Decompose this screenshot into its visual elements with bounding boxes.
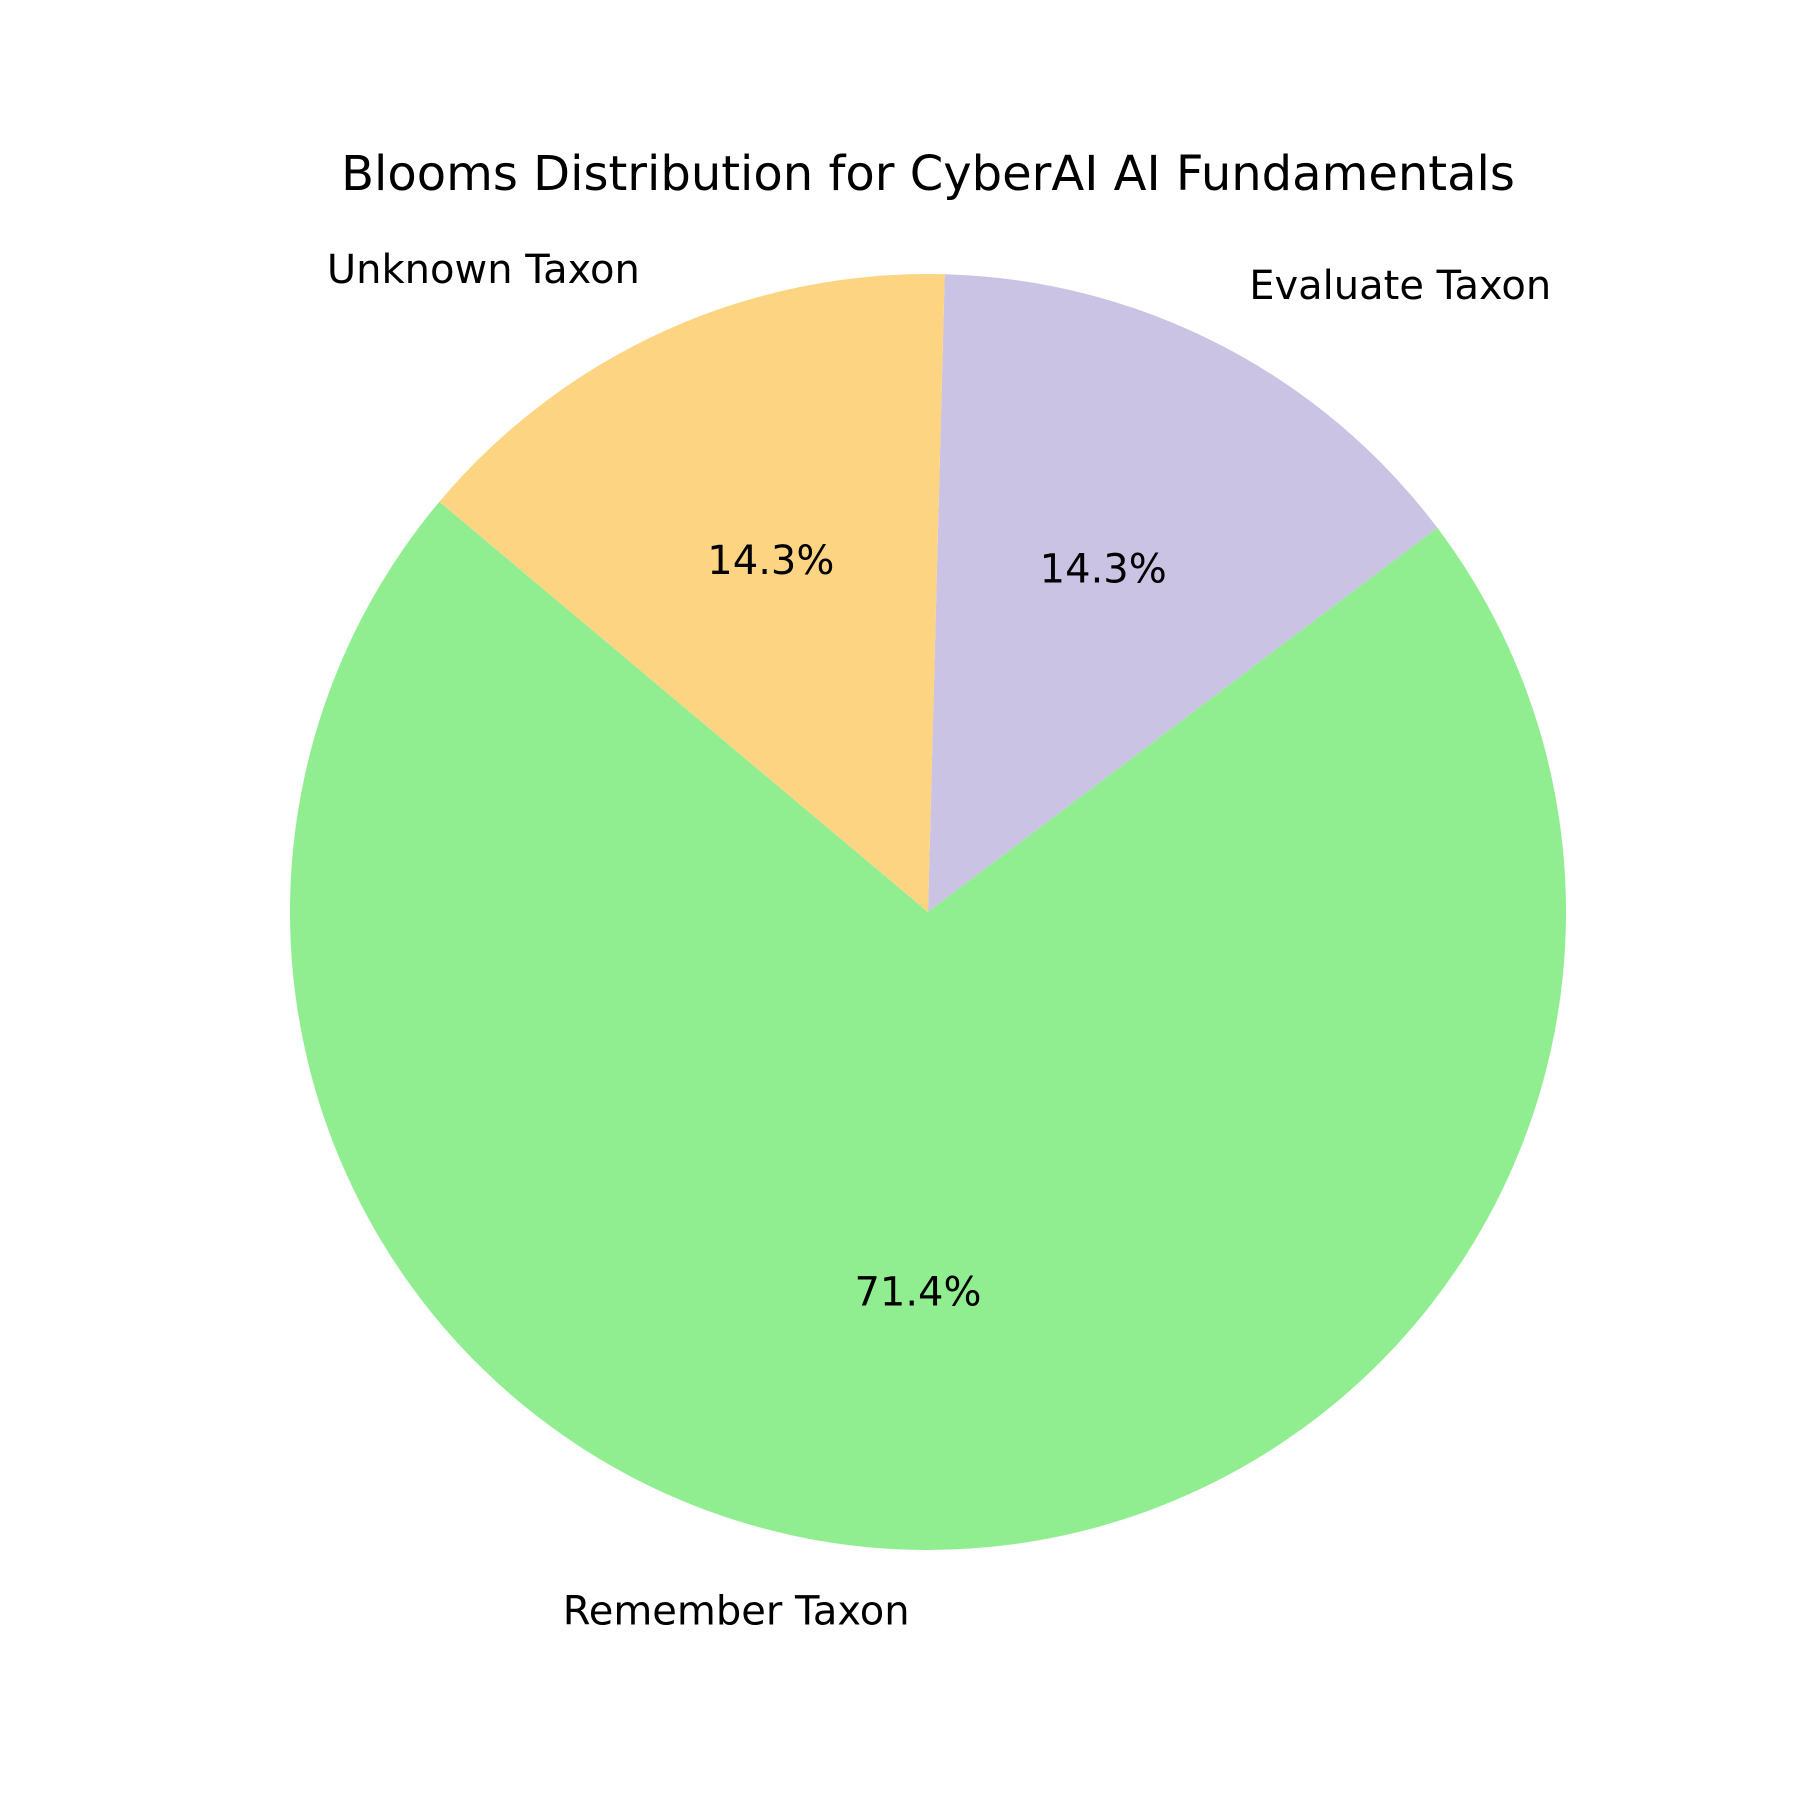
pie-slice-unknown-taxon: [439, 274, 945, 913]
pie-slices: [289, 274, 1566, 1551]
slice-percent-label: 71.4%: [854, 1270, 981, 1316]
slice-label: Evaluate Taxon: [1249, 263, 1551, 309]
chart-title: Blooms Distribution for CyberAI AI Funda…: [341, 146, 1515, 202]
pie-slice-evaluate-taxon: [928, 274, 1438, 912]
slice-percent-label: 14.3%: [1040, 547, 1167, 593]
pie-labels: Evaluate Taxon 14.3% Remember Taxon 71.4% Un…: [327, 247, 1551, 1634]
slice-percent-label: 14.3%: [707, 538, 834, 584]
slice-label: Unknown Taxon: [327, 247, 640, 293]
slice-label: Remember Taxon: [563, 1589, 910, 1635]
pie-slice-remember-taxon: [289, 501, 1566, 1551]
